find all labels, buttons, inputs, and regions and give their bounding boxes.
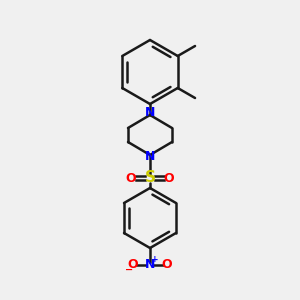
Text: O: O bbox=[128, 259, 138, 272]
Text: −: − bbox=[125, 265, 133, 275]
Text: S: S bbox=[145, 170, 155, 185]
Text: N: N bbox=[145, 259, 155, 272]
Text: N: N bbox=[145, 106, 155, 119]
Text: +: + bbox=[151, 256, 159, 265]
Text: O: O bbox=[126, 172, 136, 184]
Text: O: O bbox=[164, 172, 174, 184]
Text: O: O bbox=[162, 259, 172, 272]
Text: N: N bbox=[145, 151, 155, 164]
